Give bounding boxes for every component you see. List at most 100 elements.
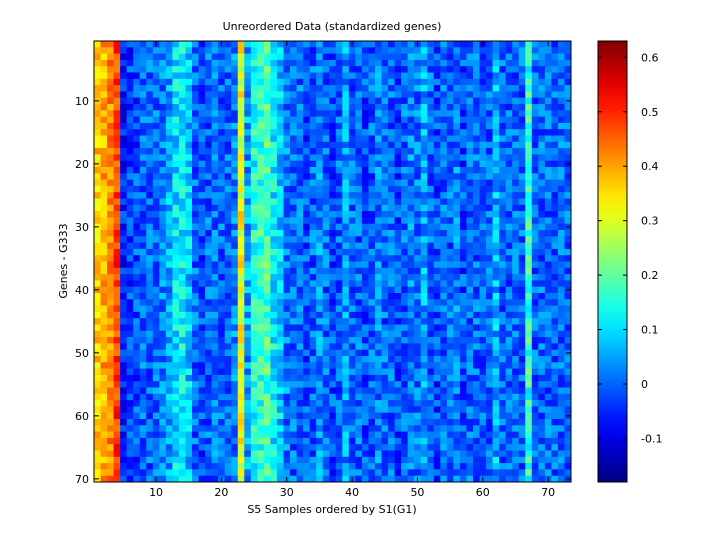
heatmap-cell	[94, 293, 101, 300]
heatmap-cell	[486, 41, 493, 48]
heatmap-cell	[244, 91, 252, 99]
heatmap-cell	[120, 179, 128, 187]
heatmap-cell	[316, 387, 324, 395]
heatmap-cell	[518, 437, 526, 445]
heatmap-cell	[152, 419, 160, 426]
heatmap-cell	[505, 204, 513, 212]
heatmap-cell	[322, 330, 330, 338]
heatmap-cell	[544, 78, 552, 86]
heatmap-cell	[329, 456, 337, 464]
heatmap-cell	[407, 400, 415, 407]
heatmap-cell	[218, 374, 226, 382]
heatmap-cell	[276, 343, 284, 351]
heatmap-cell	[335, 116, 343, 124]
heatmap-cell	[499, 135, 506, 143]
heatmap-cell	[178, 425, 186, 432]
heatmap-cell	[361, 66, 369, 73]
heatmap-cell	[192, 280, 199, 288]
heatmap-cell	[564, 41, 572, 48]
heatmap-cell	[459, 59, 467, 67]
heatmap-cell	[172, 129, 180, 136]
heatmap-cell	[505, 299, 513, 306]
heatmap-cell	[433, 437, 441, 445]
heatmap-cell	[499, 160, 506, 168]
heatmap-cell	[446, 381, 454, 388]
heatmap-cell	[126, 293, 134, 300]
heatmap-cell	[348, 179, 356, 187]
heatmap-cell	[446, 362, 454, 369]
heatmap-cell	[414, 450, 422, 458]
heatmap-cell	[283, 160, 291, 168]
heatmap-cell	[257, 154, 265, 162]
heatmap-cell	[270, 248, 278, 256]
heatmap-cell	[492, 393, 500, 401]
heatmap-cell	[139, 456, 147, 464]
heatmap-cell	[290, 255, 297, 262]
heatmap-cell	[185, 110, 193, 117]
heatmap-cell	[94, 230, 101, 237]
heatmap-cell	[531, 381, 539, 388]
heatmap-cell	[335, 456, 343, 464]
heatmap-cell	[453, 381, 461, 388]
heatmap-cell	[276, 431, 284, 439]
heatmap-cell	[322, 450, 330, 458]
heatmap-cell	[355, 419, 363, 426]
heatmap-cell	[165, 47, 173, 54]
heatmap-cell	[94, 469, 101, 477]
heatmap-cell	[394, 286, 402, 294]
heatmap-cell	[257, 230, 265, 237]
heatmap-cell	[250, 387, 258, 395]
heatmap-cell	[525, 406, 533, 414]
heatmap-cell	[388, 337, 395, 344]
heatmap-cell	[257, 248, 265, 256]
heatmap-cell	[257, 437, 265, 445]
heatmap-cell	[224, 104, 232, 111]
heatmap-cell	[113, 412, 121, 420]
heatmap-cell	[453, 72, 461, 80]
heatmap-cell	[120, 368, 128, 376]
heatmap-cell	[139, 406, 147, 414]
heatmap-cell	[361, 230, 369, 237]
heatmap-cell	[335, 362, 343, 369]
heatmap-cell	[218, 85, 226, 92]
heatmap-cell	[100, 293, 108, 300]
heatmap-cell	[427, 192, 435, 199]
heatmap-cell	[440, 412, 448, 420]
heatmap-cell	[237, 110, 245, 117]
heatmap-cell	[459, 47, 467, 54]
heatmap-cell	[466, 198, 474, 206]
heatmap-cell	[472, 374, 480, 382]
heatmap-cell	[361, 261, 369, 269]
heatmap-cell	[198, 110, 206, 117]
heatmap-cell	[231, 450, 239, 458]
heatmap-cell	[290, 343, 297, 351]
heatmap-cell	[257, 463, 265, 470]
heatmap-cell	[499, 450, 506, 458]
heatmap-cell	[257, 72, 265, 80]
heatmap-cell	[505, 141, 513, 149]
heatmap-cell	[276, 393, 284, 401]
heatmap-cell	[499, 293, 506, 300]
heatmap-cell	[459, 261, 467, 269]
heatmap-cell	[211, 318, 219, 325]
heatmap-cell	[525, 135, 533, 143]
heatmap-cell	[165, 431, 173, 439]
heatmap-cell	[165, 85, 173, 92]
heatmap-cell	[394, 110, 402, 117]
heatmap-cell	[100, 154, 108, 162]
heatmap-cell	[244, 41, 252, 48]
heatmap-cell	[518, 318, 526, 325]
heatmap-cell	[420, 242, 428, 250]
heatmap-cell	[185, 431, 193, 439]
heatmap-cell	[472, 192, 480, 199]
heatmap-cell	[211, 387, 219, 395]
heatmap-cell	[185, 463, 193, 470]
heatmap-cell	[120, 47, 128, 54]
heatmap-cell	[120, 53, 128, 61]
heatmap-cell	[211, 286, 219, 294]
heatmap-cell	[303, 437, 310, 445]
heatmap-cell	[499, 72, 506, 80]
heatmap-cell	[146, 305, 154, 313]
heatmap-cell	[152, 450, 160, 458]
heatmap-cell	[283, 456, 291, 464]
